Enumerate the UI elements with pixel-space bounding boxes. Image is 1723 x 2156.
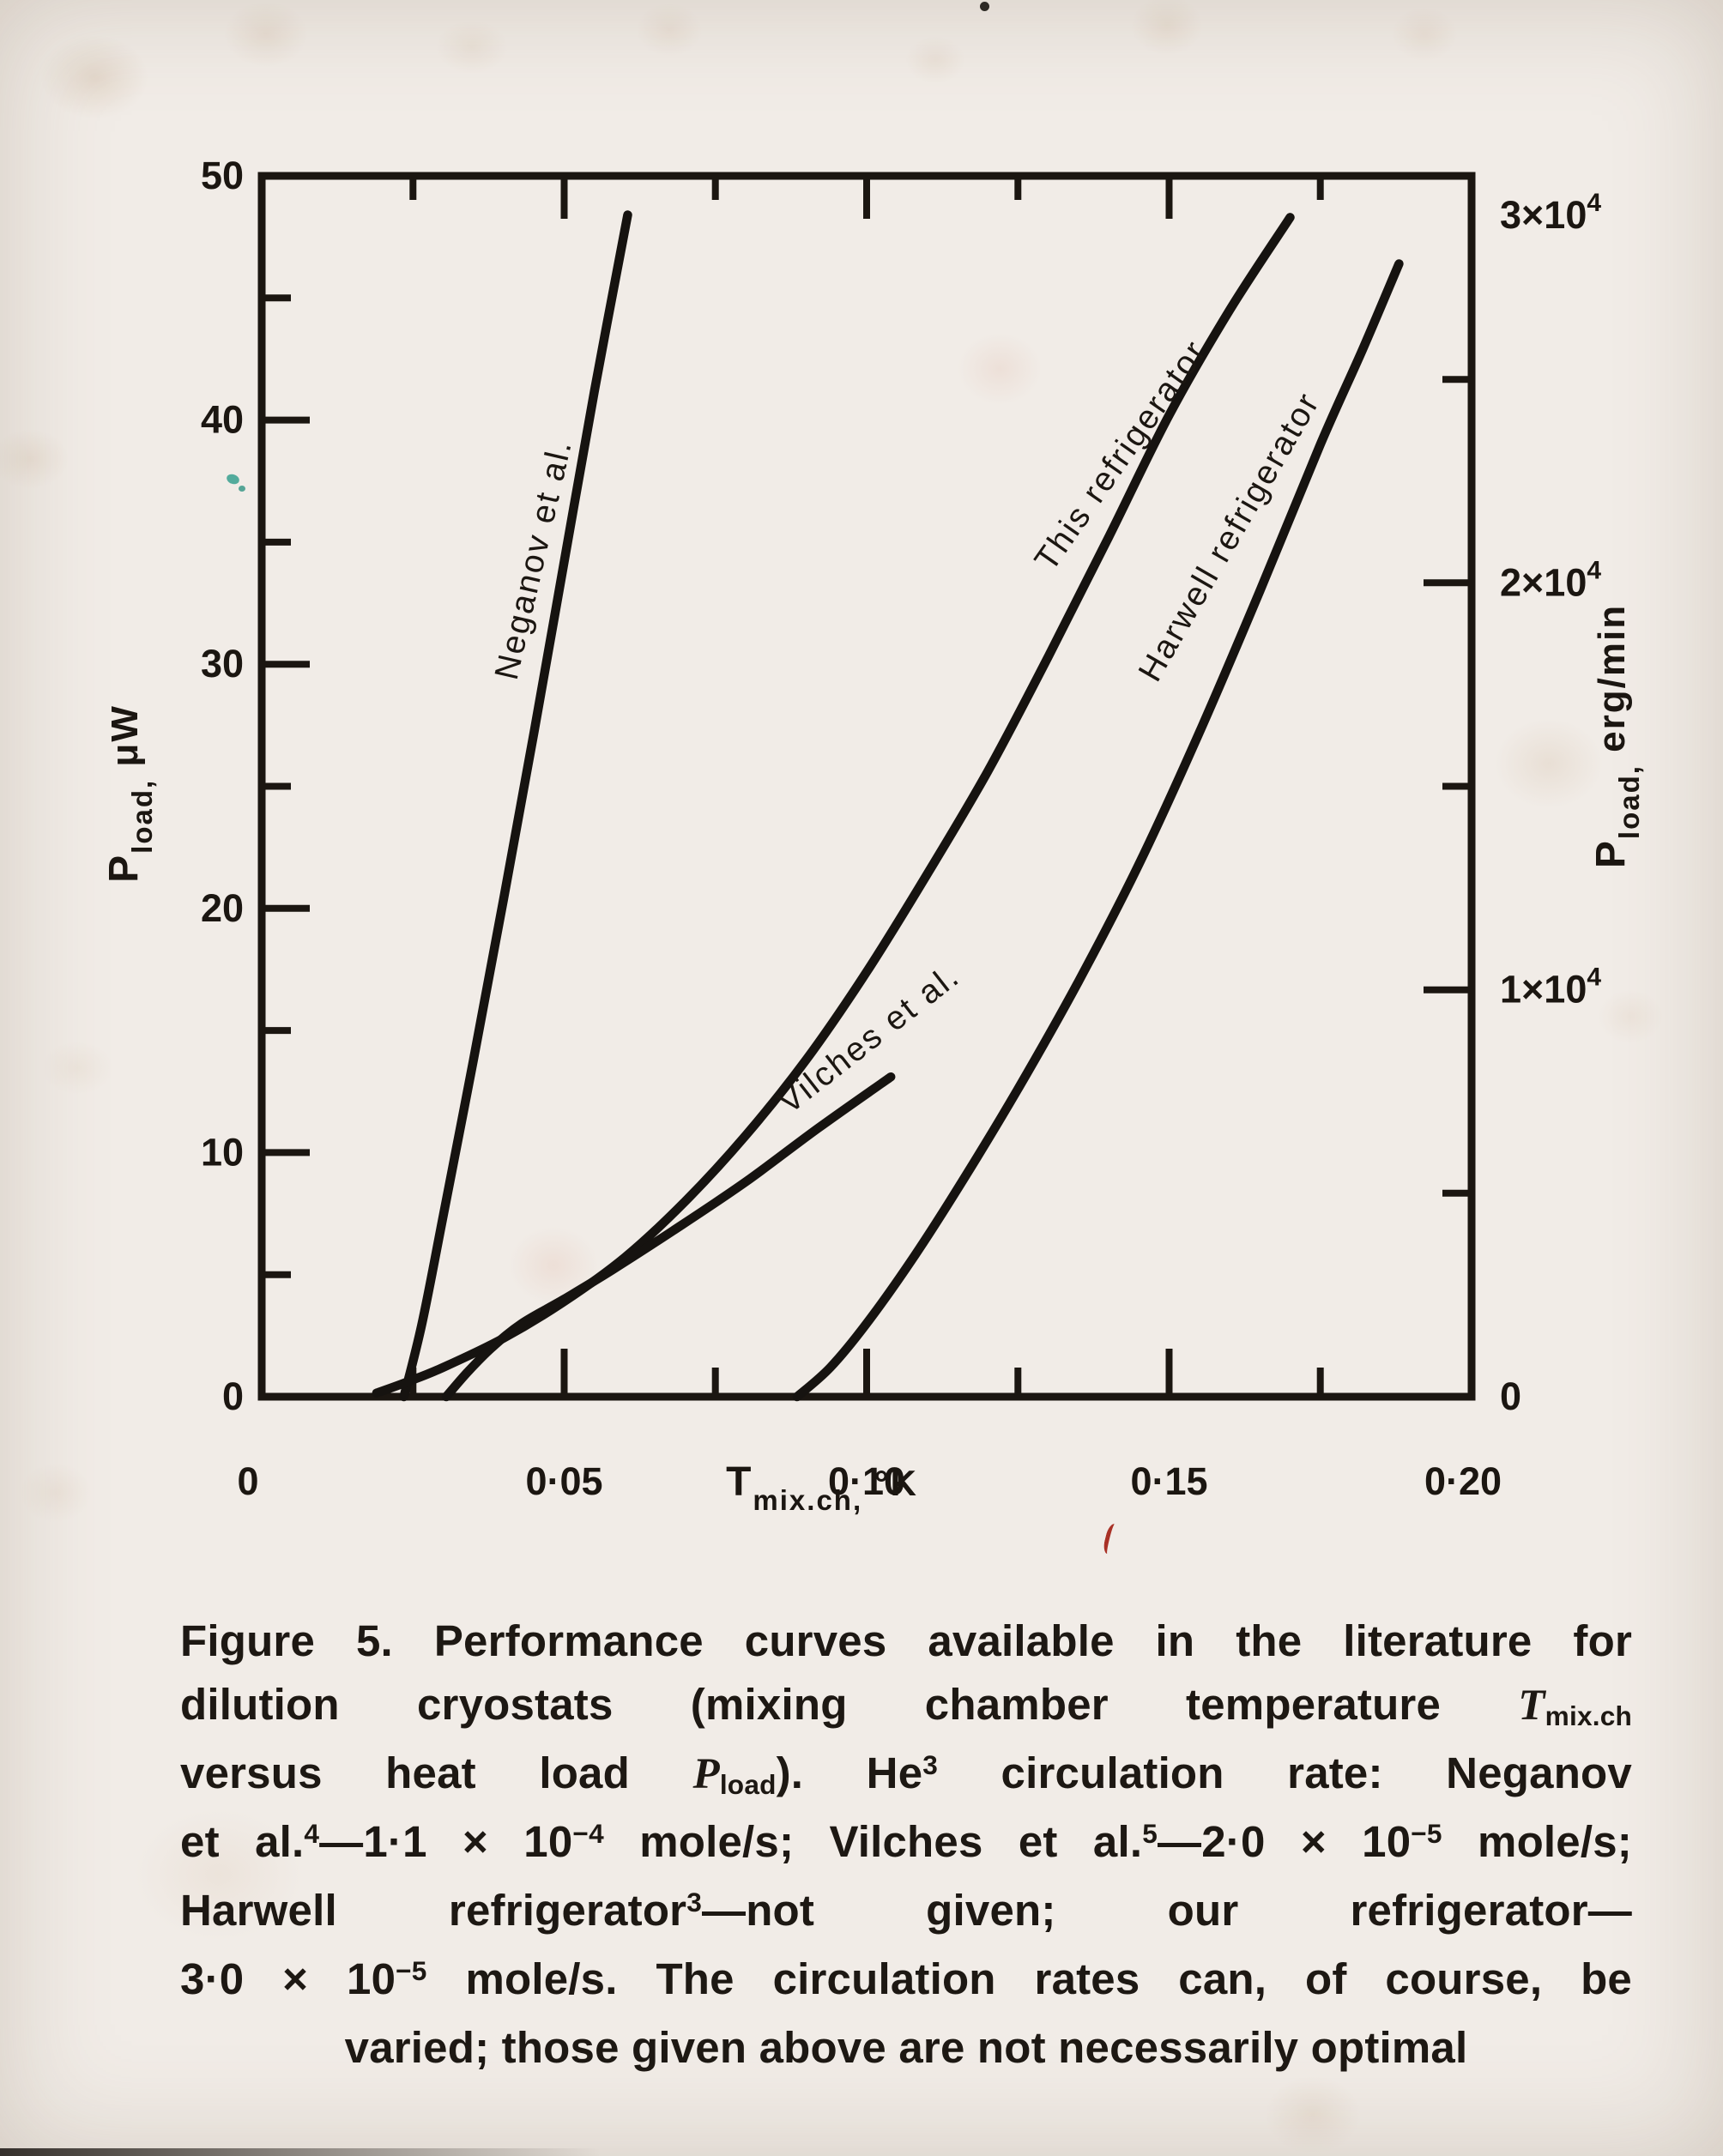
caption-segment: mix.ch (1545, 1700, 1632, 1731)
curve-neganov (399, 210, 632, 1402)
caption-line: Harwell refrigerator3—not given; our ref… (180, 1879, 1632, 1948)
curve-label-this_refrigerator: This refrigerator (1028, 333, 1214, 577)
y-axis-left-title: Pload, μW (101, 704, 158, 883)
x-tick-label: 0·10 (828, 1459, 905, 1503)
x-axis-title: Tmix.ch, °K (726, 1459, 918, 1516)
ink-speck (239, 486, 245, 492)
caption-segment: mole/s. The circulation rates can, of co… (426, 1954, 1632, 2003)
caption-segment: dilution cryostats (mixing chamber tempe… (180, 1680, 1519, 1729)
caption-segment: 3 (922, 1749, 939, 1781)
x-tick-label: 0 (237, 1459, 258, 1503)
y-axis-left-ticks (262, 294, 310, 1278)
caption-line: dilution cryostats (mixing chamber tempe… (180, 1673, 1632, 1742)
curve-harwell (792, 259, 1404, 1402)
caption-segment: Harwell refrigerator (180, 1886, 687, 1935)
caption-segment: −4 (572, 1818, 604, 1850)
caption-segment: —1·1 × 10 (319, 1817, 573, 1866)
x-tick-label: 0·05 (525, 1459, 602, 1503)
x-tick-label: 0·15 (1130, 1459, 1207, 1503)
caption-line: 3·0 × 10−5 mole/s. The circulation rates… (180, 1948, 1632, 2016)
y-tick-label: 3×104 (1500, 189, 1601, 237)
caption-segment: —not given; our refrigerator— (702, 1886, 1632, 1935)
caption-segment: circulation rate: Neganov (938, 1748, 1632, 1797)
y-tick-label: 1×104 (1500, 963, 1601, 1012)
y-tick-label: 30 (201, 642, 244, 685)
y-tick-label: 40 (201, 398, 244, 442)
y-tick-label: 50 (201, 154, 244, 197)
caption-segment: et al. (180, 1817, 305, 1866)
figure-caption: Figure 5. Performance curves available i… (180, 1609, 1632, 2080)
caption-segment: −5 (1411, 1818, 1442, 1850)
caption-segment: Figure 5. Performance curves available i… (180, 1616, 1632, 1665)
y-axis-right-title: Pload, erg/min (1588, 604, 1645, 868)
caption-segment: ). He (776, 1748, 923, 1797)
svg-text:This refrigerator: This refrigerator (1028, 333, 1214, 577)
x-axis-ticks (409, 176, 1324, 1397)
caption-line: et al.4—1·1 × 10−4 mole/s; Vilches et al… (180, 1810, 1632, 1879)
caption-line: versus heat load Pload). He3 circulation… (180, 1742, 1632, 1810)
y-tick-label: 20 (201, 886, 244, 930)
svg-text:Pload, erg/min: Pload, erg/min (1588, 604, 1645, 868)
caption-segment: 3·0 × 10 (180, 1954, 396, 2003)
y-tick-label: 2×104 (1500, 556, 1601, 604)
curve-vilches (441, 1072, 896, 1402)
caption-segment: —2·0 × 10 (1158, 1817, 1412, 1866)
y-tick-label: 10 (201, 1130, 244, 1174)
caption-segment: versus heat load (180, 1748, 693, 1797)
dust-speck (980, 2, 989, 11)
y-right-tick-labels: 0 1×104 2×104 3×104 (1500, 189, 1601, 1418)
caption-segment: load (719, 1768, 777, 1800)
photo-edge-artifact (0, 2148, 601, 2156)
y-tick-label: 0 (222, 1374, 244, 1418)
caption-segment: 5 (1142, 1818, 1158, 1850)
caption-segment: 4 (304, 1818, 320, 1850)
caption-segment: −5 (396, 1955, 427, 1987)
caption-segment: P (692, 1750, 720, 1798)
caption-segment: varied; those given above are not necess… (344, 2023, 1468, 2072)
caption-segment: mole/s; (1442, 1817, 1632, 1866)
svg-text:Pload, μW: Pload, μW (101, 704, 158, 883)
x-tick-labels: 0 0·05 0·10 0·15 0·20 (237, 1459, 1502, 1503)
caption-segment: T (1518, 1682, 1545, 1730)
caption-segment: 3 (686, 1887, 702, 1918)
y-tick-label: 0 (1500, 1374, 1521, 1418)
caption-line: varied; those given above are not necess… (180, 2016, 1632, 2080)
caption-line: Figure 5. Performance curves available i… (180, 1609, 1632, 1673)
caption-segment: mole/s; Vilches et al. (603, 1817, 1143, 1866)
y-axis-right-ticks (1424, 376, 1472, 1197)
y-left-tick-labels: 0 10 20 30 40 50 (201, 154, 244, 1418)
x-tick-label: 0·20 (1424, 1459, 1502, 1503)
